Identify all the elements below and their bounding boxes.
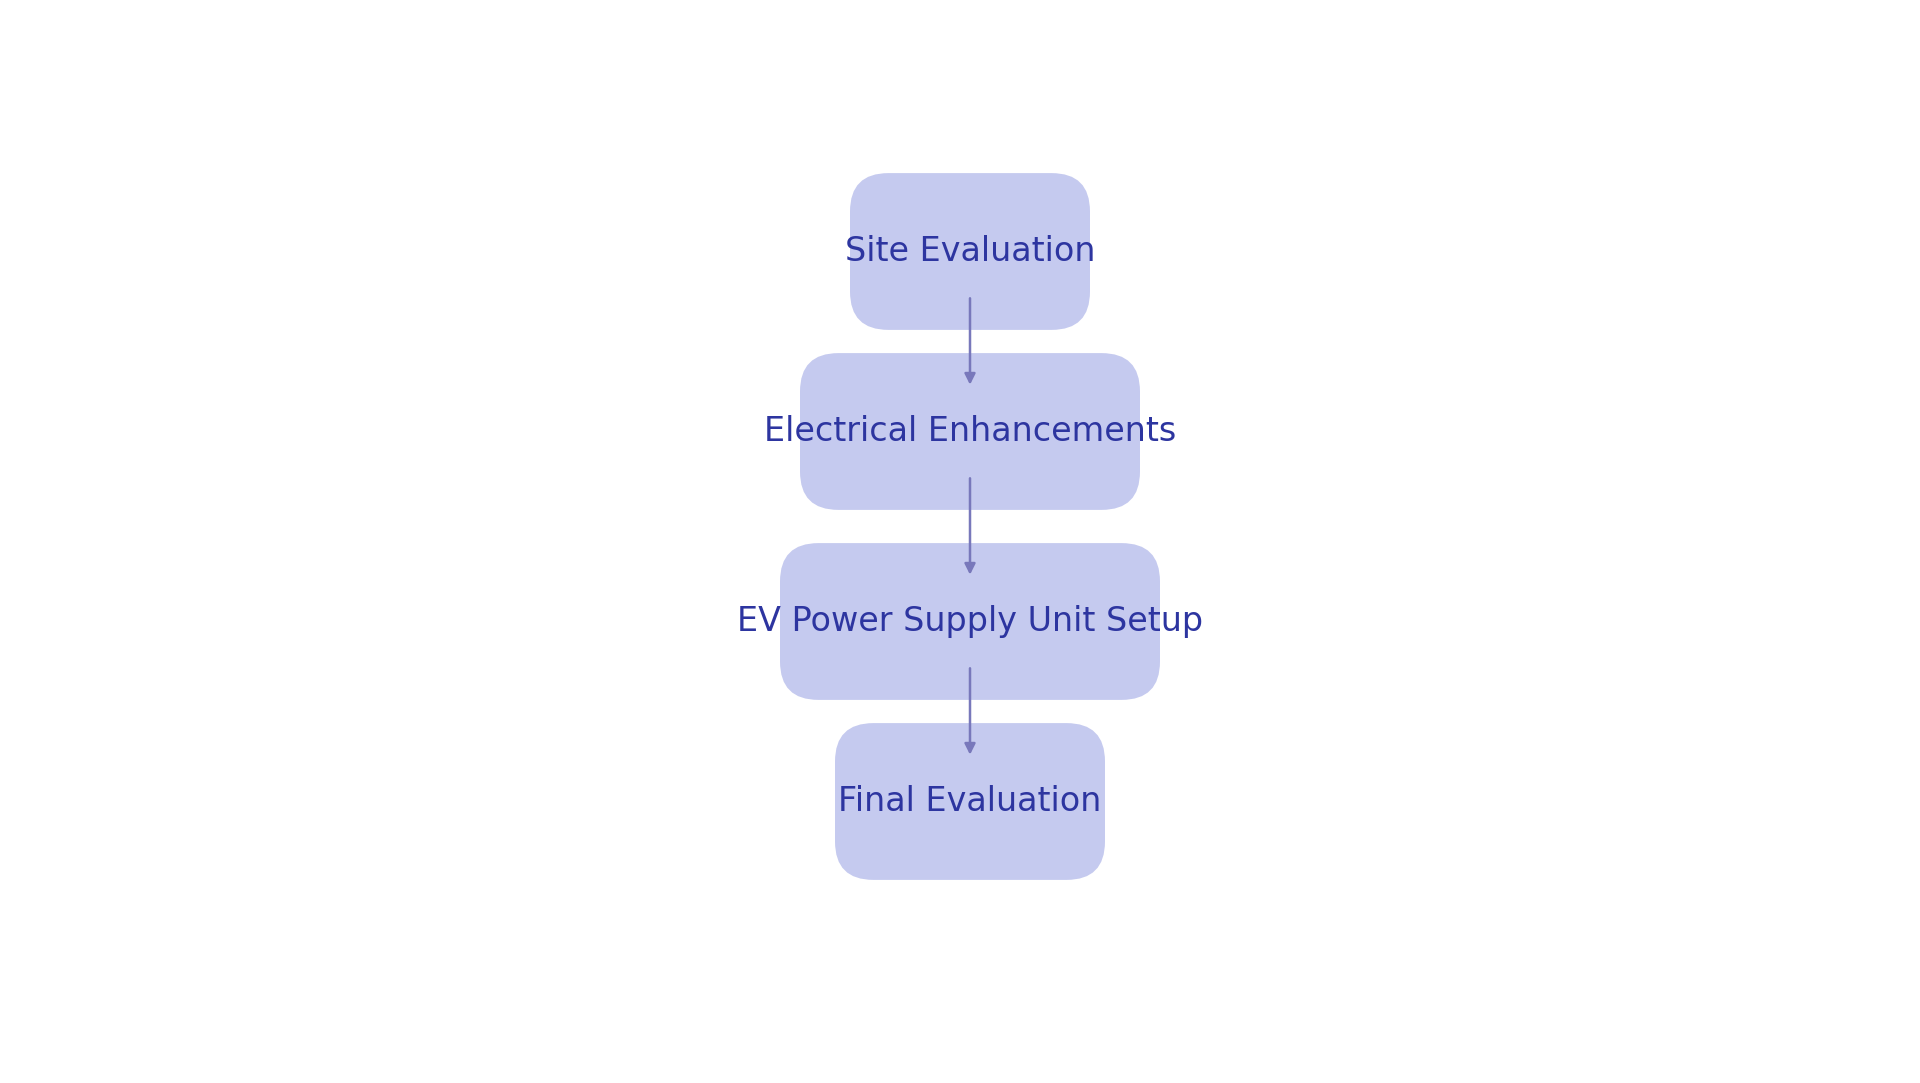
Text: Final Evaluation: Final Evaluation bbox=[839, 785, 1102, 818]
Text: EV Power Supply Unit Setup: EV Power Supply Unit Setup bbox=[737, 605, 1204, 638]
Text: Electrical Enhancements: Electrical Enhancements bbox=[764, 415, 1177, 448]
FancyBboxPatch shape bbox=[801, 353, 1140, 510]
FancyBboxPatch shape bbox=[835, 723, 1106, 879]
FancyBboxPatch shape bbox=[851, 173, 1091, 330]
Text: Site Evaluation: Site Evaluation bbox=[845, 235, 1094, 268]
FancyBboxPatch shape bbox=[780, 543, 1160, 700]
